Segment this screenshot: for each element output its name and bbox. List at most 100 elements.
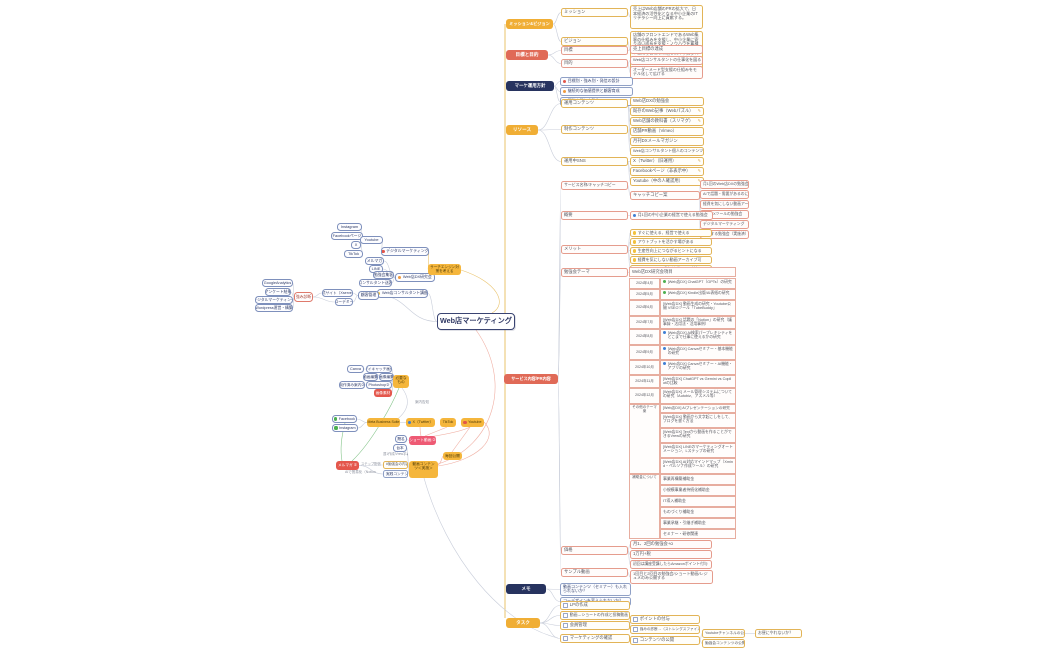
mindmap-node-rc4[interactable]: 店舗PR動画（Vimeo）	[630, 127, 704, 136]
mindmap-node-rc5[interactable]: 月刊DXメールマガジン	[630, 137, 704, 146]
mindmap-node-s1[interactable]: サービス名称/キャッチコピー	[561, 181, 628, 190]
mindmap-node-d4[interactable]: 2024年7月	[629, 316, 660, 329]
mindmap-node-t4a[interactable]: Youtubeチャンネルの公開	[702, 629, 745, 638]
mindmap-node-s6[interactable]: サンプル動画	[561, 568, 628, 577]
mindmap-node-cc2[interactable]: AIで話題・需要があるのに遅れがち	[700, 190, 749, 199]
mindmap-node-sc2[interactable]: 月1回の中小企業の経営で使える勉強会	[630, 211, 713, 220]
mindmap-node-g2t1[interactable]: Web店コンサルタントの仕事化を図る	[630, 56, 703, 65]
mindmap-node-b6[interactable]: セミナー・研修関連	[660, 529, 736, 539]
mindmap-node-h7[interactable]: タスク	[506, 618, 540, 628]
mindmap-node-h5[interactable]: サービス内容/PR内容	[504, 374, 558, 384]
mindmap-node-sm1[interactable]: 1回目と2回目の勉強会/ショート動画/レジュメのみ公開する	[630, 570, 713, 584]
mindmap-node-lt_cm[interactable]: 顧客管理	[358, 291, 379, 300]
mindmap-node-d5[interactable]: 2024年8月	[629, 329, 660, 345]
mindmap-node-lt_ig[interactable]: Instagram	[337, 223, 362, 231]
mindmap-node-w1[interactable]: [Web店DX] ChatGPT（GPTs）の研究	[660, 278, 736, 289]
mindmap-node-mm1[interactable]: 動画コンテンツ（セミナー）も入れられないか？	[560, 583, 631, 596]
mindmap-node-pc2[interactable]: 1万円+税	[630, 550, 712, 559]
mindmap-node-cc1[interactable]: 月1回のWeb店DXの勉強会	[700, 180, 749, 189]
mindmap-node-el1[interactable]: 案内告知	[413, 400, 433, 406]
mindmap-node-b5[interactable]: 事業承継・引継ぎ補助金	[660, 518, 736, 529]
mindmap-node-lb_ny[interactable]: 必要なもの	[393, 375, 409, 388]
mindmap-node-lb_x[interactable]: X（Twitter）	[406, 418, 435, 427]
mindmap-node-me4[interactable]: 経費を気にしない動画アーカイブ可	[630, 256, 712, 264]
mindmap-node-w6[interactable]: [Web店DX] Canvaセミナー・基本機能の研究	[660, 345, 736, 360]
mindmap-node-lb_dc[interactable]: 動画コンテンツ＜実施＞	[409, 461, 438, 478]
mindmap-node-t4c1[interactable]: コンテンツの公開	[630, 636, 700, 645]
mindmap-node-h1[interactable]: ミッション&ビジョン	[506, 19, 553, 29]
mindmap-node-lt_sy[interactable]: サーチエンジン対策を考える	[428, 264, 461, 275]
mindmap-node-h4[interactable]: リソース	[506, 125, 538, 135]
mindmap-node-lb_rd[interactable]: 画像素材	[374, 389, 392, 397]
mindmap-node-w11[interactable]: [Web店DX] 動画から文字起こしをして、ブログを書く方法	[660, 413, 736, 428]
mindmap-node-w14[interactable]: [Web店DX] AI対応マインドマップ（Xmind・ペルソナ作成ツール）の研究	[660, 458, 736, 474]
mindmap-node-rc8[interactable]: Facebookページ（非表示中） ✎	[630, 167, 704, 176]
mindmap-node-t1[interactable]: LPの作成	[560, 601, 630, 610]
mindmap-node-s3[interactable]: メリット	[561, 245, 628, 254]
mindmap-node-rc2[interactable]: 既存のWeb記事（Webパズル） ✎	[630, 107, 704, 116]
mindmap-node-c0[interactable]: Web店マーケティング	[437, 313, 515, 330]
mindmap-node-lb_sp[interactable]: ステップ配信（AIで効率化）	[359, 461, 384, 468]
mindmap-node-b4[interactable]: ものづくり補助金	[660, 507, 736, 518]
mindmap-node-me1[interactable]: すぐに使える、経営で使える	[630, 229, 712, 237]
mindmap-node-d6[interactable]: 2024年9月	[629, 345, 660, 360]
mindmap-node-w9[interactable]: [Web店DX] メール管理システムについての研究（Autobiz、アスメル等）	[660, 388, 736, 404]
mindmap-node-lt_bs[interactable]: 勉強会集客	[373, 271, 394, 279]
mindmap-node-lb_tw[interactable]: #勉強会の内容公開	[383, 461, 408, 469]
mindmap-node-lb_ge[interactable]: 画像編集	[379, 373, 394, 381]
mindmap-node-t2[interactable]: 動画→ショートの作成と投稿動画	[560, 611, 630, 620]
mindmap-node-rc9[interactable]: Youtube（中の人確認用） ✎	[630, 177, 704, 186]
mindmap-node-lb_js[interactable]: 実践コンテンツ	[383, 470, 408, 478]
mindmap-node-me3[interactable]: 生産性向上につながるヒントになる	[630, 247, 712, 255]
mindmap-node-lb_fb[interactable]: Facebook	[332, 415, 357, 423]
mindmap-node-t4x[interactable]: お昼にやれないか？	[755, 629, 802, 638]
mindmap-node-t3[interactable]: 会員管理	[560, 621, 630, 630]
mindmap-node-el2[interactable]: 週1作成/Vrew字幕	[381, 452, 408, 458]
mindmap-node-lt_ud[interactable]: ユーデミー	[335, 298, 353, 306]
mindmap-node-th[interactable]: Web店DX研究会項目	[629, 267, 736, 277]
mindmap-node-d8[interactable]: 2024年11月	[629, 375, 660, 388]
mindmap-node-w2[interactable]: [Web店DX] Kindle出版/AI表紙の研究	[660, 289, 736, 300]
mindmap-node-me2[interactable]: アウトプットを活かす場がある	[630, 238, 712, 246]
mindmap-node-lt_tk[interactable]: TikTok	[344, 250, 363, 258]
mindmap-node-lb_db[interactable]: 台本	[393, 444, 407, 452]
mindmap-node-b1[interactable]: 事業再構築補助金	[660, 474, 736, 485]
mindmap-node-lt_d2[interactable]: デジタルマーケティング	[255, 296, 293, 304]
mindmap-node-w12[interactable]: [Web店DX] Textから動画を作ることができるVrewの研究	[660, 428, 736, 443]
mindmap-node-s5[interactable]: 価格	[561, 546, 628, 555]
mindmap-node-t3c2[interactable]: 強みの診断→（ストレングスファインダーのみ）	[630, 625, 700, 634]
mindmap-node-d2[interactable]: 2024年5月	[629, 289, 660, 300]
mindmap-node-b2[interactable]: 小規模事業者持続化補助金	[660, 485, 736, 496]
mindmap-node-d9[interactable]: 2024年12月	[629, 388, 660, 404]
mindmap-node-d7[interactable]: 2024年10月	[629, 360, 660, 375]
mindmap-node-lb_mb[interactable]: Meta Business Suite	[367, 418, 400, 427]
mindmap-node-lt_os[interactable]: 公式サイト（Xserver）	[322, 289, 353, 297]
mindmap-node-m1t[interactable]: 売上はWeb店舗のPRの拡大で、日本経済の活性化となる中小企業のITリテラシー向…	[630, 5, 703, 29]
mindmap-node-lb_ps[interactable]: Photoshop②	[366, 381, 392, 389]
mindmap-node-cc5[interactable]: デジタルマーケティング	[700, 220, 749, 229]
mindmap-node-lt_cn[interactable]: Web店コンサルタント講座	[377, 289, 428, 298]
mindmap-node-sc1[interactable]: キャッチコピー案	[630, 191, 700, 200]
mindmap-node-lt_ga[interactable]: GoogleAnalytics	[262, 279, 293, 287]
mindmap-node-rc6[interactable]: Web店コンサルタント個人のコンテンツ	[630, 147, 704, 156]
mindmap-node-rc7[interactable]: X（Twitter）（旧運用） ✎	[630, 157, 704, 166]
mindmap-node-lb_ks[interactable]: 制作済み案内②	[339, 381, 365, 389]
mindmap-node-w13[interactable]: [Web店DX] LINEのマーケティングオートメーション、Lステップの研究	[660, 443, 736, 458]
mindmap-node-w3[interactable]: [Web店DX] 動画生成の研究・Youtube公開 VSEOツール「TubeB…	[660, 300, 736, 316]
mindmap-node-el3[interactable]: AIで簡易化（Notion）	[343, 470, 376, 476]
mindmap-node-s4[interactable]: 勉強会テーマ	[561, 268, 628, 277]
mindmap-node-lb_cv[interactable]: Canva	[347, 365, 364, 373]
mindmap-node-lb_wt[interactable]: アイキャッチ画像	[366, 365, 392, 373]
mindmap-node-lb_yt[interactable]: Youtube	[461, 418, 484, 427]
mindmap-node-lt_fb[interactable]: Facebookページ	[331, 232, 363, 240]
mindmap-node-g2t2[interactable]: オーダーメード型支援の仕組みをモデル化して広げる	[630, 66, 703, 79]
mindmap-node-lt_cs[interactable]: コンサルタント送客	[359, 279, 392, 287]
mindmap-node-lb_dg[interactable]: 動画編集	[363, 373, 378, 381]
mindmap-node-lb_tk[interactable]: TikTok	[440, 418, 456, 427]
mindmap-node-lb_mk[interactable]: 毎回公開	[443, 452, 462, 460]
mindmap-node-w7[interactable]: [Web店DX] Canvaセミナー・AI機能・アプリの研究	[660, 360, 736, 375]
mindmap-node-t4b[interactable]: 勉強会コンテンツの公開	[702, 639, 745, 648]
mindmap-node-t4[interactable]: マーケティングの確認	[560, 634, 630, 643]
mindmap-node-lb_tm[interactable]: 題名	[395, 435, 407, 443]
mindmap-node-g2[interactable]: 目的	[561, 59, 628, 68]
